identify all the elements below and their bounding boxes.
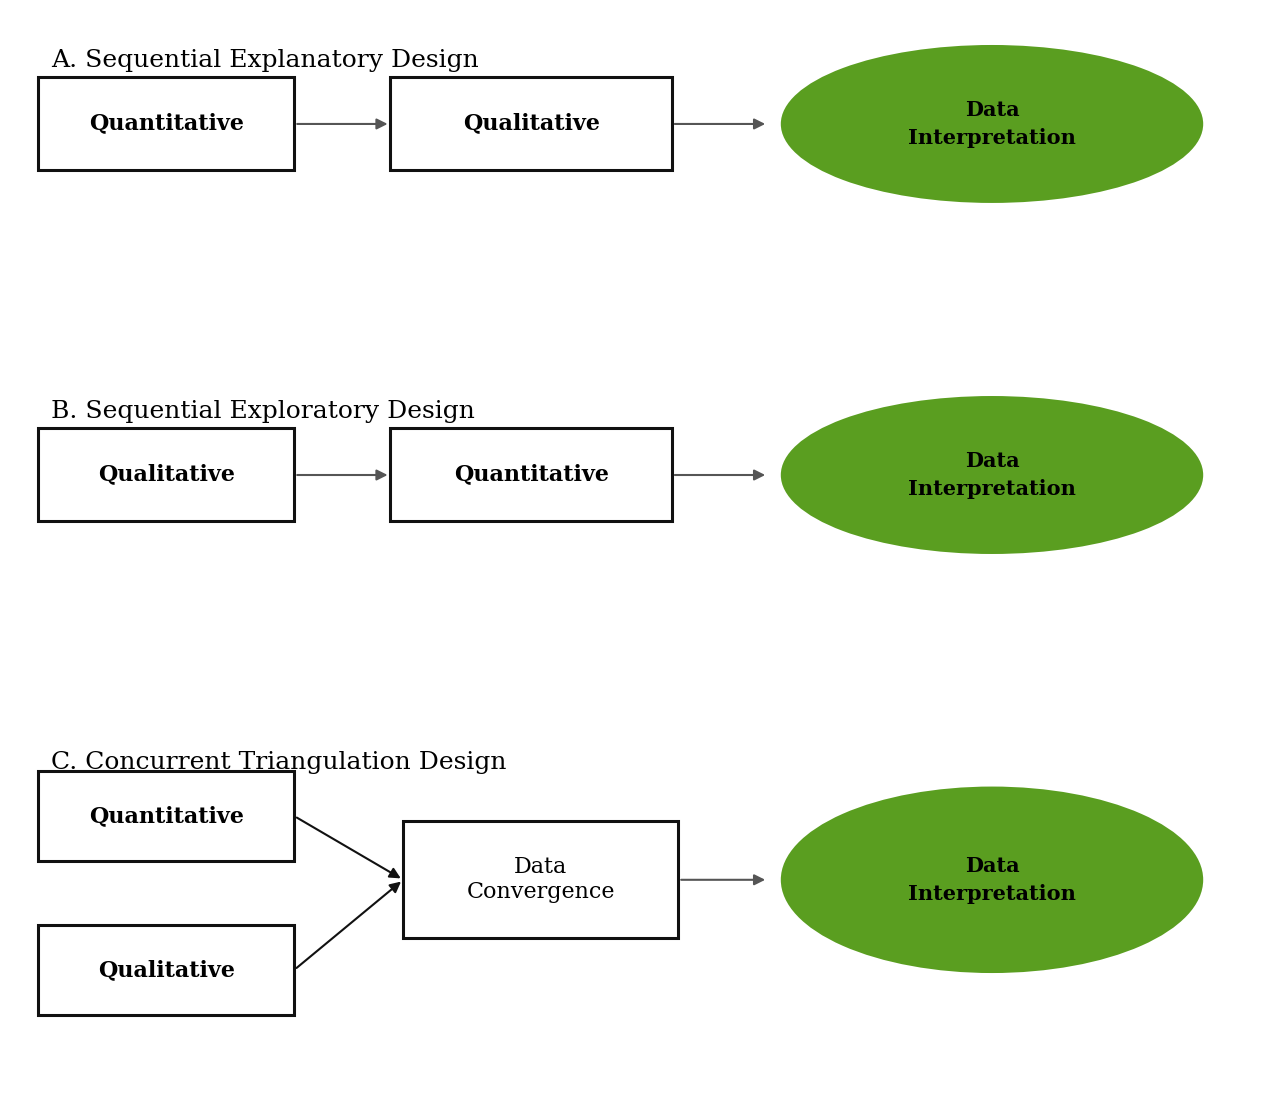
Text: Data
Interpretation: Data Interpretation — [908, 100, 1076, 148]
Ellipse shape — [781, 45, 1203, 203]
FancyBboxPatch shape — [38, 428, 294, 521]
Text: Quantitative: Quantitative — [88, 112, 244, 135]
Text: Data
Interpretation: Data Interpretation — [908, 451, 1076, 499]
FancyBboxPatch shape — [38, 925, 294, 1015]
Text: Data
Convergence: Data Convergence — [466, 856, 616, 903]
FancyBboxPatch shape — [390, 77, 672, 170]
Text: Qualitative: Qualitative — [97, 463, 236, 486]
FancyBboxPatch shape — [38, 77, 294, 170]
Text: A. Sequential Explanatory Design: A. Sequential Explanatory Design — [51, 49, 479, 72]
Ellipse shape — [781, 396, 1203, 554]
FancyBboxPatch shape — [403, 821, 678, 938]
Text: Quantitative: Quantitative — [453, 463, 609, 486]
Text: Quantitative: Quantitative — [88, 805, 244, 827]
FancyBboxPatch shape — [38, 771, 294, 861]
Ellipse shape — [781, 787, 1203, 973]
Text: Data
Interpretation: Data Interpretation — [908, 856, 1076, 904]
FancyBboxPatch shape — [390, 428, 672, 521]
Text: C. Concurrent Triangulation Design: C. Concurrent Triangulation Design — [51, 751, 507, 774]
Text: Qualitative: Qualitative — [462, 112, 600, 135]
Text: B. Sequential Exploratory Design: B. Sequential Exploratory Design — [51, 400, 475, 423]
Text: Qualitative: Qualitative — [97, 959, 236, 981]
